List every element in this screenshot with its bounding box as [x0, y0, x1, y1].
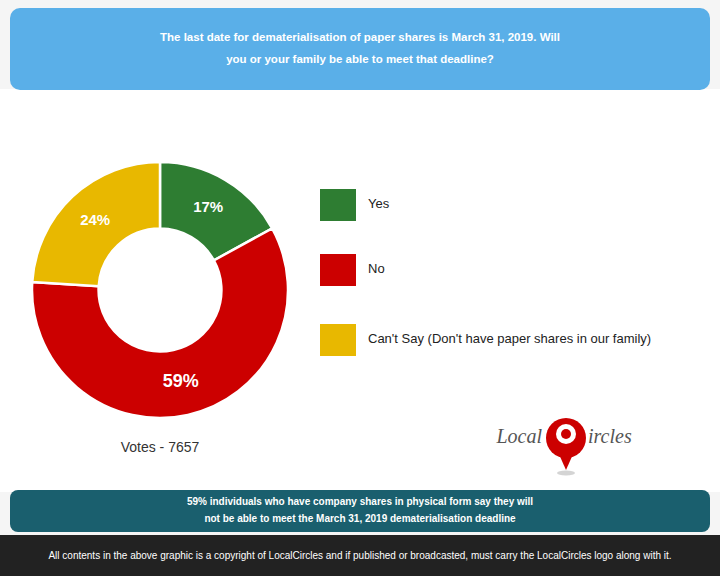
footer-text-line: All contents in the above graphic is a c…	[48, 550, 671, 561]
title: The last date for dematerialisation of p…	[160, 31, 560, 65]
footer	[0, 535, 720, 576]
summary-line: 59% individuals who have company shares …	[187, 496, 533, 507]
data-label: 17%	[193, 198, 223, 215]
logo-shadow	[557, 471, 575, 476]
background	[0, 0, 720, 576]
legend-swatch	[320, 254, 356, 286]
content-area	[0, 89, 720, 492]
title-box	[10, 8, 710, 90]
legend-label: Can't Say (Don't have paper shares in ou…	[368, 331, 651, 346]
legend-label: Yes	[368, 196, 390, 211]
chart: The last date for dematerialisation of p…	[0, 0, 720, 576]
logo: Local ircles	[495, 418, 631, 476]
legend-label: No	[368, 261, 385, 276]
data-label: 59%	[163, 371, 199, 391]
slice	[32, 162, 160, 286]
slice-labels: 17% 59% 24%	[80, 198, 223, 391]
summary: 59% individuals who have company shares …	[187, 496, 533, 524]
logo-pupil	[561, 429, 571, 439]
summary-box	[10, 490, 710, 532]
legend-swatch	[320, 324, 356, 356]
votes: Votes - 7657	[121, 439, 200, 455]
title-line: The last date for dematerialisation of p…	[160, 31, 560, 43]
logo-text: Local	[495, 425, 542, 447]
data-label: 24%	[80, 211, 110, 228]
title-line: you or your family be able to meet that …	[226, 53, 494, 65]
legend-swatch	[320, 189, 356, 221]
footer-text: All contents in the above graphic is a c…	[48, 550, 671, 561]
logo-text: ircles	[588, 425, 632, 447]
logo-circle	[546, 418, 586, 458]
slices	[32, 162, 288, 418]
summary-line: not be able to meet the March 31, 2019 d…	[204, 513, 516, 524]
legend: Yes No Can't Say (Don't have paper shares …	[320, 189, 651, 356]
logo-eye	[556, 424, 576, 444]
